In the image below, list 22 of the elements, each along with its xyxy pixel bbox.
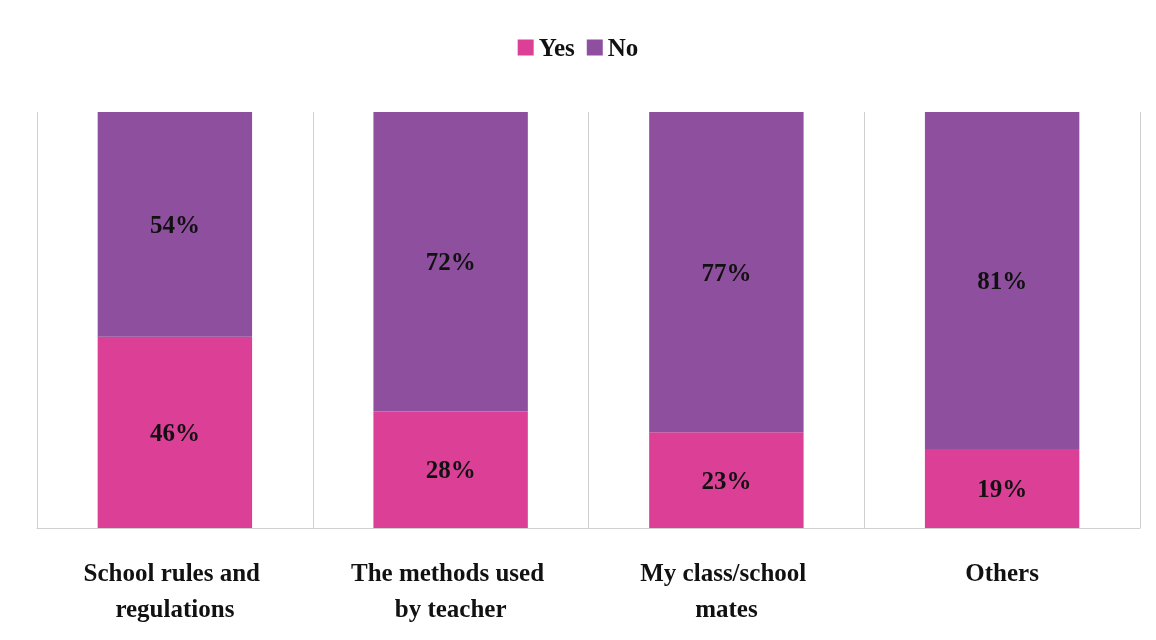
bar (649, 112, 804, 433)
bar (373, 112, 528, 412)
data-label: 72% (425, 248, 476, 276)
x-tick-label: The methods used by teacher (350, 558, 551, 622)
bar (924, 448, 1080, 528)
bar (97, 112, 253, 337)
bar (924, 112, 1080, 449)
bar (373, 411, 528, 528)
x-tick-label: My class/school mates (640, 558, 813, 622)
data-label: 54% (149, 210, 200, 238)
data-label: 19% (977, 474, 1028, 502)
data-label: 28% (425, 456, 476, 484)
data-label: 23% (701, 466, 752, 494)
bar (97, 336, 253, 528)
data-label: 77% (701, 258, 752, 286)
legend-label: Yes (538, 34, 576, 61)
bar (649, 432, 804, 528)
x-tick-label: Others (965, 558, 1040, 586)
x-tick-label: School rules and regulations (83, 558, 267, 622)
data-label: 46% (149, 418, 200, 446)
data-label: 81% (977, 266, 1028, 294)
legend-label: No (607, 34, 639, 61)
